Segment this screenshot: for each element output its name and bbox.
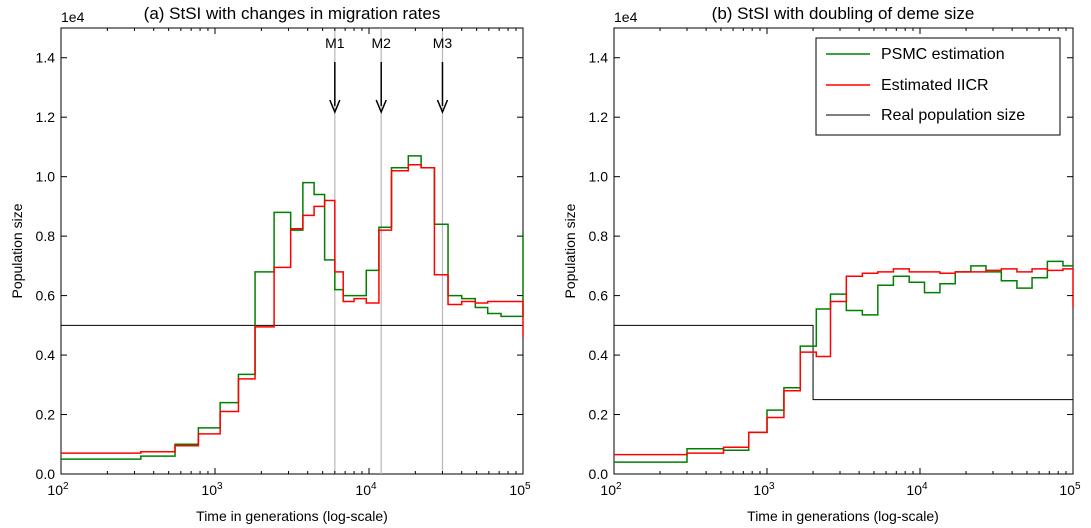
series-group <box>61 155 524 460</box>
axis-ticks: 0.0 0.2 0.4 0.6 0.8 1.0 1.2 1.4 102 103 104 105 <box>36 28 531 498</box>
x-tick-label: 103 <box>201 481 223 498</box>
annotation-m2: M2 <box>371 35 391 51</box>
series-psmc-estimation <box>614 260 1074 463</box>
x-tick-label: 105 <box>1059 481 1081 498</box>
annotation-m3: M3 <box>433 35 453 51</box>
x-tick-label: 102 <box>600 481 622 498</box>
arrowhead-m2 <box>375 99 387 114</box>
y-tick-label: 0.8 <box>589 228 609 244</box>
panel-a: M1 M2 M3 0.0 0.2 0.4 0.6 0.8 1.0 1.2 1.4 102 103 104… <box>9 4 531 524</box>
y-axis-label: Population size <box>9 203 25 298</box>
plot-frame <box>60 27 524 475</box>
y-multiplier: 1e4 <box>614 9 638 25</box>
series-estimated-iicr <box>614 268 1074 456</box>
series-estimated-iicr <box>61 164 524 454</box>
series-group <box>614 260 1074 463</box>
reference-lines: M1 M2 M3 <box>325 28 452 474</box>
y-tick-label: 0.0 <box>36 466 56 482</box>
x-tick-label: 105 <box>509 481 531 498</box>
arrowhead-m1 <box>329 99 341 114</box>
panel-b: 0.0 0.2 0.4 0.6 0.8 1.0 1.2 1.4 102 103 104 105 (b)… <box>562 4 1081 524</box>
legend: PSMC estimation Estimated IICR Real popu… <box>815 37 1061 136</box>
arrowhead-m3 <box>436 99 449 114</box>
y-tick-label: 0.6 <box>589 288 609 304</box>
y-multiplier: 1e4 <box>61 9 85 25</box>
legend-label-psmc: PSMC estimation <box>881 46 1005 63</box>
series-psmc-estimation <box>61 155 524 460</box>
x-tick-label: 102 <box>47 481 69 498</box>
series-real-population-size <box>614 324 1073 401</box>
y-axis-label: Population size <box>562 203 578 298</box>
y-tick-label: 1.4 <box>589 50 609 66</box>
y-tick-label: 0.6 <box>36 288 56 304</box>
y-tick-label: 1.0 <box>589 169 609 185</box>
y-tick-label: 1.2 <box>589 109 609 125</box>
legend-label-iicr: Estimated IICR <box>881 77 989 94</box>
y-tick-label: 0.8 <box>36 228 56 244</box>
chart-title: (b) StSI with doubling of deme size <box>712 4 975 23</box>
plot-frame <box>613 27 1074 475</box>
x-tick-label: 103 <box>753 481 775 498</box>
axis-ticks: 0.0 0.2 0.4 0.6 0.8 1.0 1.2 1.4 102 103 104 105 <box>589 28 1081 498</box>
y-tick-label: 0.0 <box>589 466 609 482</box>
chart-title: (a) StSI with changes in migration rates <box>144 4 441 23</box>
annotation-m1: M1 <box>325 35 345 51</box>
legend-label-real: Real population size <box>881 107 1025 124</box>
y-tick-label: 0.2 <box>589 407 609 423</box>
y-tick-label: 1.0 <box>36 169 56 185</box>
x-tick-label: 104 <box>355 481 377 498</box>
x-axis-label: Time in generations (log-scale) <box>747 508 939 524</box>
y-tick-label: 0.4 <box>589 347 609 363</box>
y-tick-label: 1.4 <box>36 50 56 66</box>
y-tick-label: 0.4 <box>36 347 56 363</box>
x-tick-label: 104 <box>906 481 928 498</box>
y-tick-label: 1.2 <box>36 109 56 125</box>
y-tick-label: 0.2 <box>36 407 56 423</box>
x-axis-label: Time in generations (log-scale) <box>196 508 388 524</box>
